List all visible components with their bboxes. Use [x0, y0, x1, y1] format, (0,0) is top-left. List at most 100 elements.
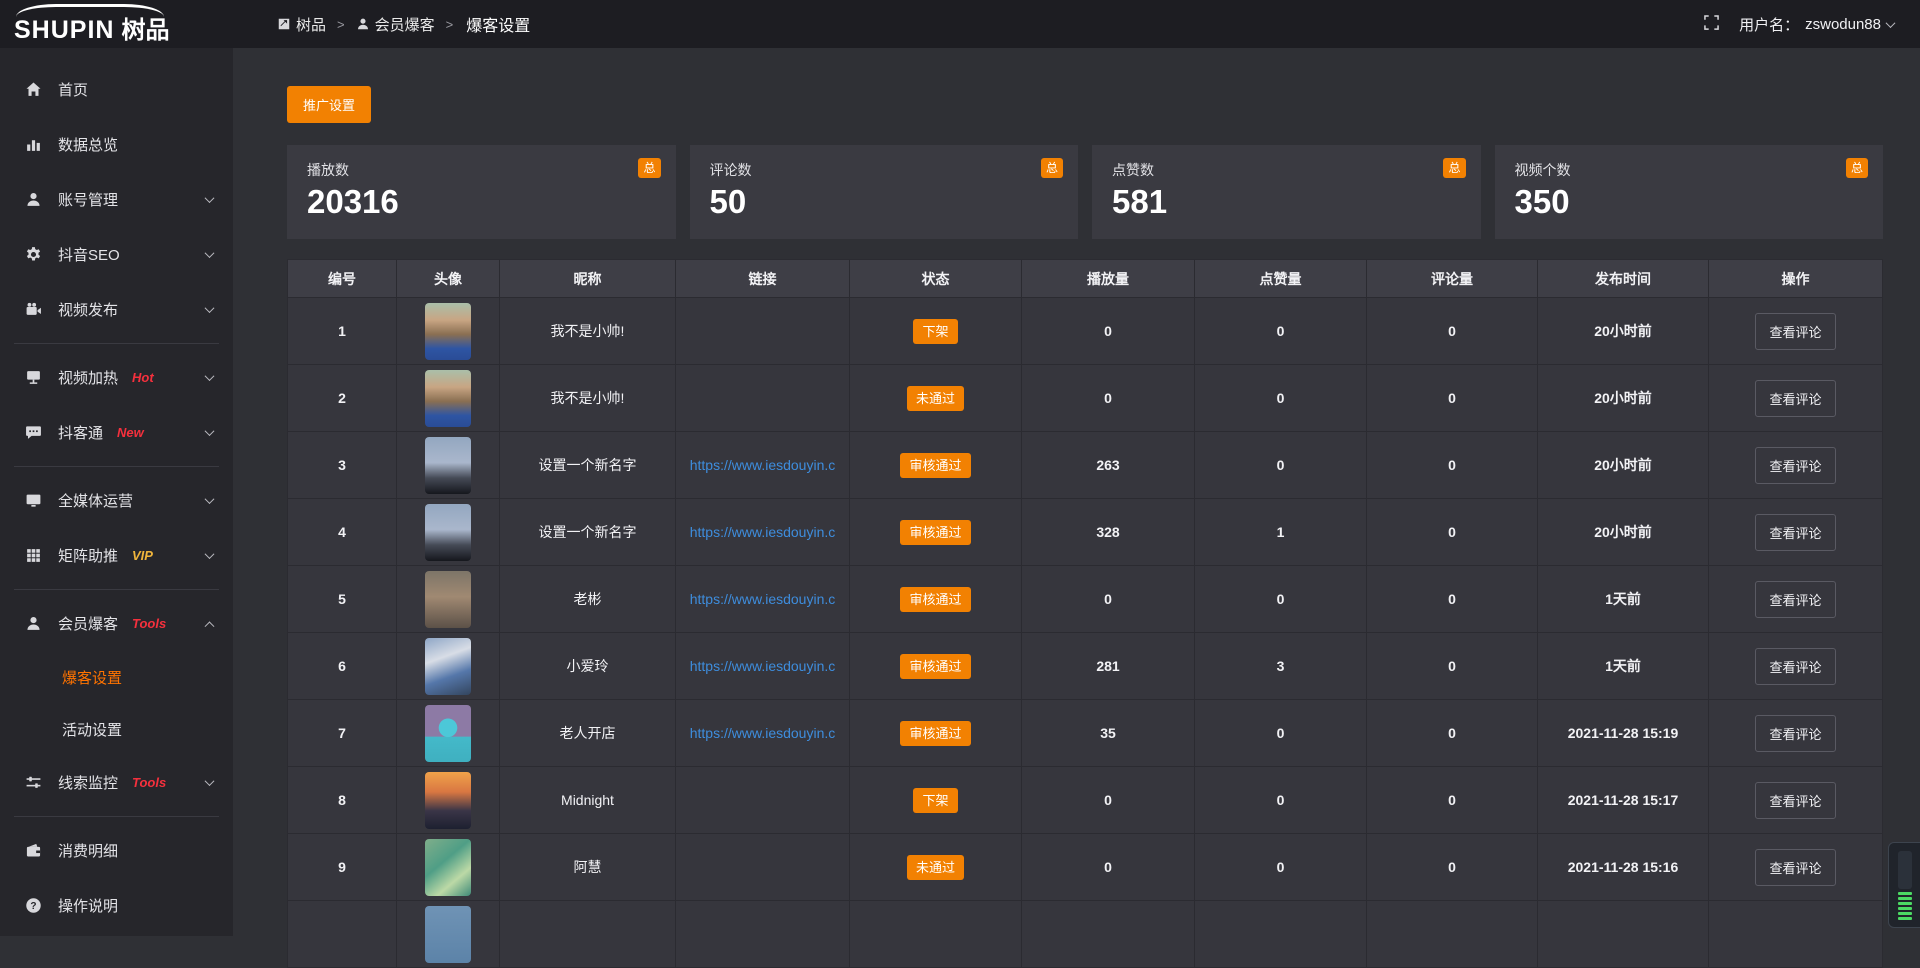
- avatar: [425, 772, 471, 829]
- comments-cell: 0: [1367, 767, 1538, 834]
- home-icon: [24, 81, 42, 98]
- nickname-cell: [500, 901, 676, 968]
- likes-cell: 0: [1195, 365, 1367, 432]
- video-link[interactable]: https://www.iesdouyin.c: [690, 591, 836, 607]
- fullscreen-icon[interactable]: [1704, 15, 1719, 33]
- publish-time-cell: 20小时前: [1538, 499, 1709, 566]
- chevron-up-icon: [205, 621, 215, 631]
- username-label: 用户名：: [1739, 14, 1799, 35]
- view-comments-button[interactable]: 查看评论: [1755, 514, 1835, 551]
- nickname-cell: 老人开店: [500, 700, 676, 767]
- row-number: 2: [288, 365, 397, 432]
- nickname-cell: 设置一个新名字: [500, 499, 676, 566]
- view-comments-button[interactable]: 查看评论: [1755, 715, 1835, 752]
- row-number: 8: [288, 767, 397, 834]
- sidebar-item-data-overview[interactable]: 数据总览: [0, 117, 233, 172]
- likes-cell: 0: [1195, 566, 1367, 633]
- sidebar-item-matrix-boost[interactable]: 矩阵助推 VIP: [0, 528, 233, 583]
- total-badge: 总: [1041, 158, 1063, 178]
- table-row: 3 设置一个新名字 https://www.iesdouyin.c 审核通过 2…: [288, 432, 1883, 499]
- status-badge: 审核通过: [900, 453, 970, 478]
- sidebar-item-video-heating[interactable]: 视频加热 Hot: [0, 350, 233, 405]
- comments-cell: 0: [1367, 365, 1538, 432]
- logo-text-en: SHUPIN: [14, 18, 114, 43]
- avatar: [425, 437, 471, 494]
- sidebar-item-home[interactable]: 首页: [0, 62, 233, 117]
- sidebar-item-douyin-seo[interactable]: 抖音SEO: [0, 227, 233, 282]
- stat-cards: 播放数 20316 总 评论数 50 总 点赞数 581 总 视频个数 350 …: [287, 145, 1883, 239]
- stat-card-plays: 播放数 20316 总: [287, 145, 676, 239]
- col-likes: 点赞量: [1195, 260, 1367, 298]
- col-id: 编号: [288, 260, 397, 298]
- view-comments-button[interactable]: 查看评论: [1755, 648, 1835, 685]
- promotion-settings-button[interactable]: 推广设置: [287, 86, 371, 123]
- sidebar-item-douketong[interactable]: 抖客通 New: [0, 405, 233, 460]
- breadcrumb-item-member[interactable]: 会员爆客: [356, 14, 435, 35]
- status-badge: 未通过: [907, 386, 964, 411]
- chevron-down-icon: [1886, 18, 1896, 28]
- col-comments: 评论量: [1367, 260, 1538, 298]
- widget-track: [1898, 851, 1912, 889]
- sidebar-item-all-media[interactable]: 全媒体运营: [0, 473, 233, 528]
- video-link[interactable]: https://www.iesdouyin.c: [690, 524, 836, 540]
- table-row: 9 阿慧 未通过 0 0 0 2021-11-28 15:16 查看评论: [288, 834, 1883, 901]
- video-link[interactable]: https://www.iesdouyin.c: [690, 658, 836, 674]
- grid-icon: [24, 547, 42, 564]
- likes-cell: 0: [1195, 767, 1367, 834]
- view-comments-button[interactable]: 查看评论: [1755, 581, 1835, 618]
- sidebar-item-instructions[interactable]: ? 操作说明: [0, 878, 233, 933]
- user-icon: [356, 17, 370, 31]
- avatar: [425, 571, 471, 628]
- floating-widget[interactable]: [1888, 842, 1920, 928]
- publish-time-cell: [1538, 901, 1709, 968]
- svg-text:?: ?: [30, 901, 36, 912]
- username-value: zswodun88: [1805, 16, 1881, 33]
- view-comments-button[interactable]: 查看评论: [1755, 380, 1835, 417]
- sidebar-item-consumption-detail[interactable]: 消费明细: [0, 823, 233, 878]
- sidebar: 首页 数据总览 账号管理 抖音SEO 视频发布 视频加热 Hot: [0, 48, 233, 936]
- app-logo: SHUPIN 树品: [0, 0, 233, 48]
- top-bar: SHUPIN 树品 树品 > 会员爆客 > 爆客设置 用户名： zswodun88: [0, 0, 1920, 48]
- chevron-down-icon: [205, 193, 215, 203]
- view-comments-button[interactable]: 查看评论: [1755, 782, 1835, 819]
- sidebar-item-account[interactable]: 账号管理: [0, 172, 233, 227]
- plays-cell: [1022, 901, 1195, 968]
- status-badge: 未通过: [907, 855, 964, 880]
- main-content: 推广设置 播放数 20316 总 评论数 50 总 点赞数 581 总 视频个数…: [233, 48, 1920, 936]
- user-menu[interactable]: 用户名： zswodun88: [1739, 14, 1894, 35]
- comments-cell: 0: [1367, 834, 1538, 901]
- sidebar-item-member-baoke[interactable]: 会员爆客 Tools: [0, 596, 233, 651]
- view-comments-button[interactable]: 查看评论: [1755, 313, 1835, 350]
- breadcrumb-separator: >: [337, 17, 345, 32]
- table-row: 5 老彬 https://www.iesdouyin.c 审核通过 0 0 0 …: [288, 566, 1883, 633]
- view-comments-button[interactable]: 查看评论: [1755, 849, 1835, 886]
- row-number: 7: [288, 700, 397, 767]
- breadcrumb-separator: >: [446, 17, 454, 32]
- likes-cell: 0: [1195, 700, 1367, 767]
- publish-time-cell: 20小时前: [1538, 432, 1709, 499]
- col-actions: 操作: [1709, 260, 1883, 298]
- sidebar-divider: [14, 343, 219, 344]
- sidebar-item-video-publish[interactable]: 视频发布: [0, 282, 233, 337]
- sidebar-subitem-baoke-settings[interactable]: 爆客设置: [0, 651, 233, 703]
- page-title: 爆客设置: [466, 12, 530, 36]
- sidebar-item-clue-monitor[interactable]: 线索监控 Tools: [0, 755, 233, 810]
- nickname-cell: 设置一个新名字: [500, 432, 676, 499]
- user-icon: [24, 615, 42, 632]
- likes-cell: 1: [1195, 499, 1367, 566]
- screen-icon: [24, 369, 42, 386]
- plays-cell: 328: [1022, 499, 1195, 566]
- table-row: 2 我不是小帅! 未通过 0 0 0 20小时前 查看评论: [288, 365, 1883, 432]
- comments-cell: 0: [1367, 499, 1538, 566]
- likes-cell: [1195, 901, 1367, 968]
- table-row: 6 小爱玲 https://www.iesdouyin.c 审核通过 281 3…: [288, 633, 1883, 700]
- table-row: 查看评论: [288, 901, 1883, 968]
- video-link[interactable]: https://www.iesdouyin.c: [690, 457, 836, 473]
- view-comments-button[interactable]: 查看评论: [1755, 447, 1835, 484]
- sidebar-subitem-activity-settings[interactable]: 活动设置: [0, 703, 233, 755]
- video-link[interactable]: https://www.iesdouyin.c: [690, 725, 836, 741]
- breadcrumb-item-home[interactable]: 树品: [277, 14, 326, 35]
- video-camera-icon: [24, 301, 42, 318]
- row-number: 4: [288, 499, 397, 566]
- chevron-down-icon: [205, 426, 215, 436]
